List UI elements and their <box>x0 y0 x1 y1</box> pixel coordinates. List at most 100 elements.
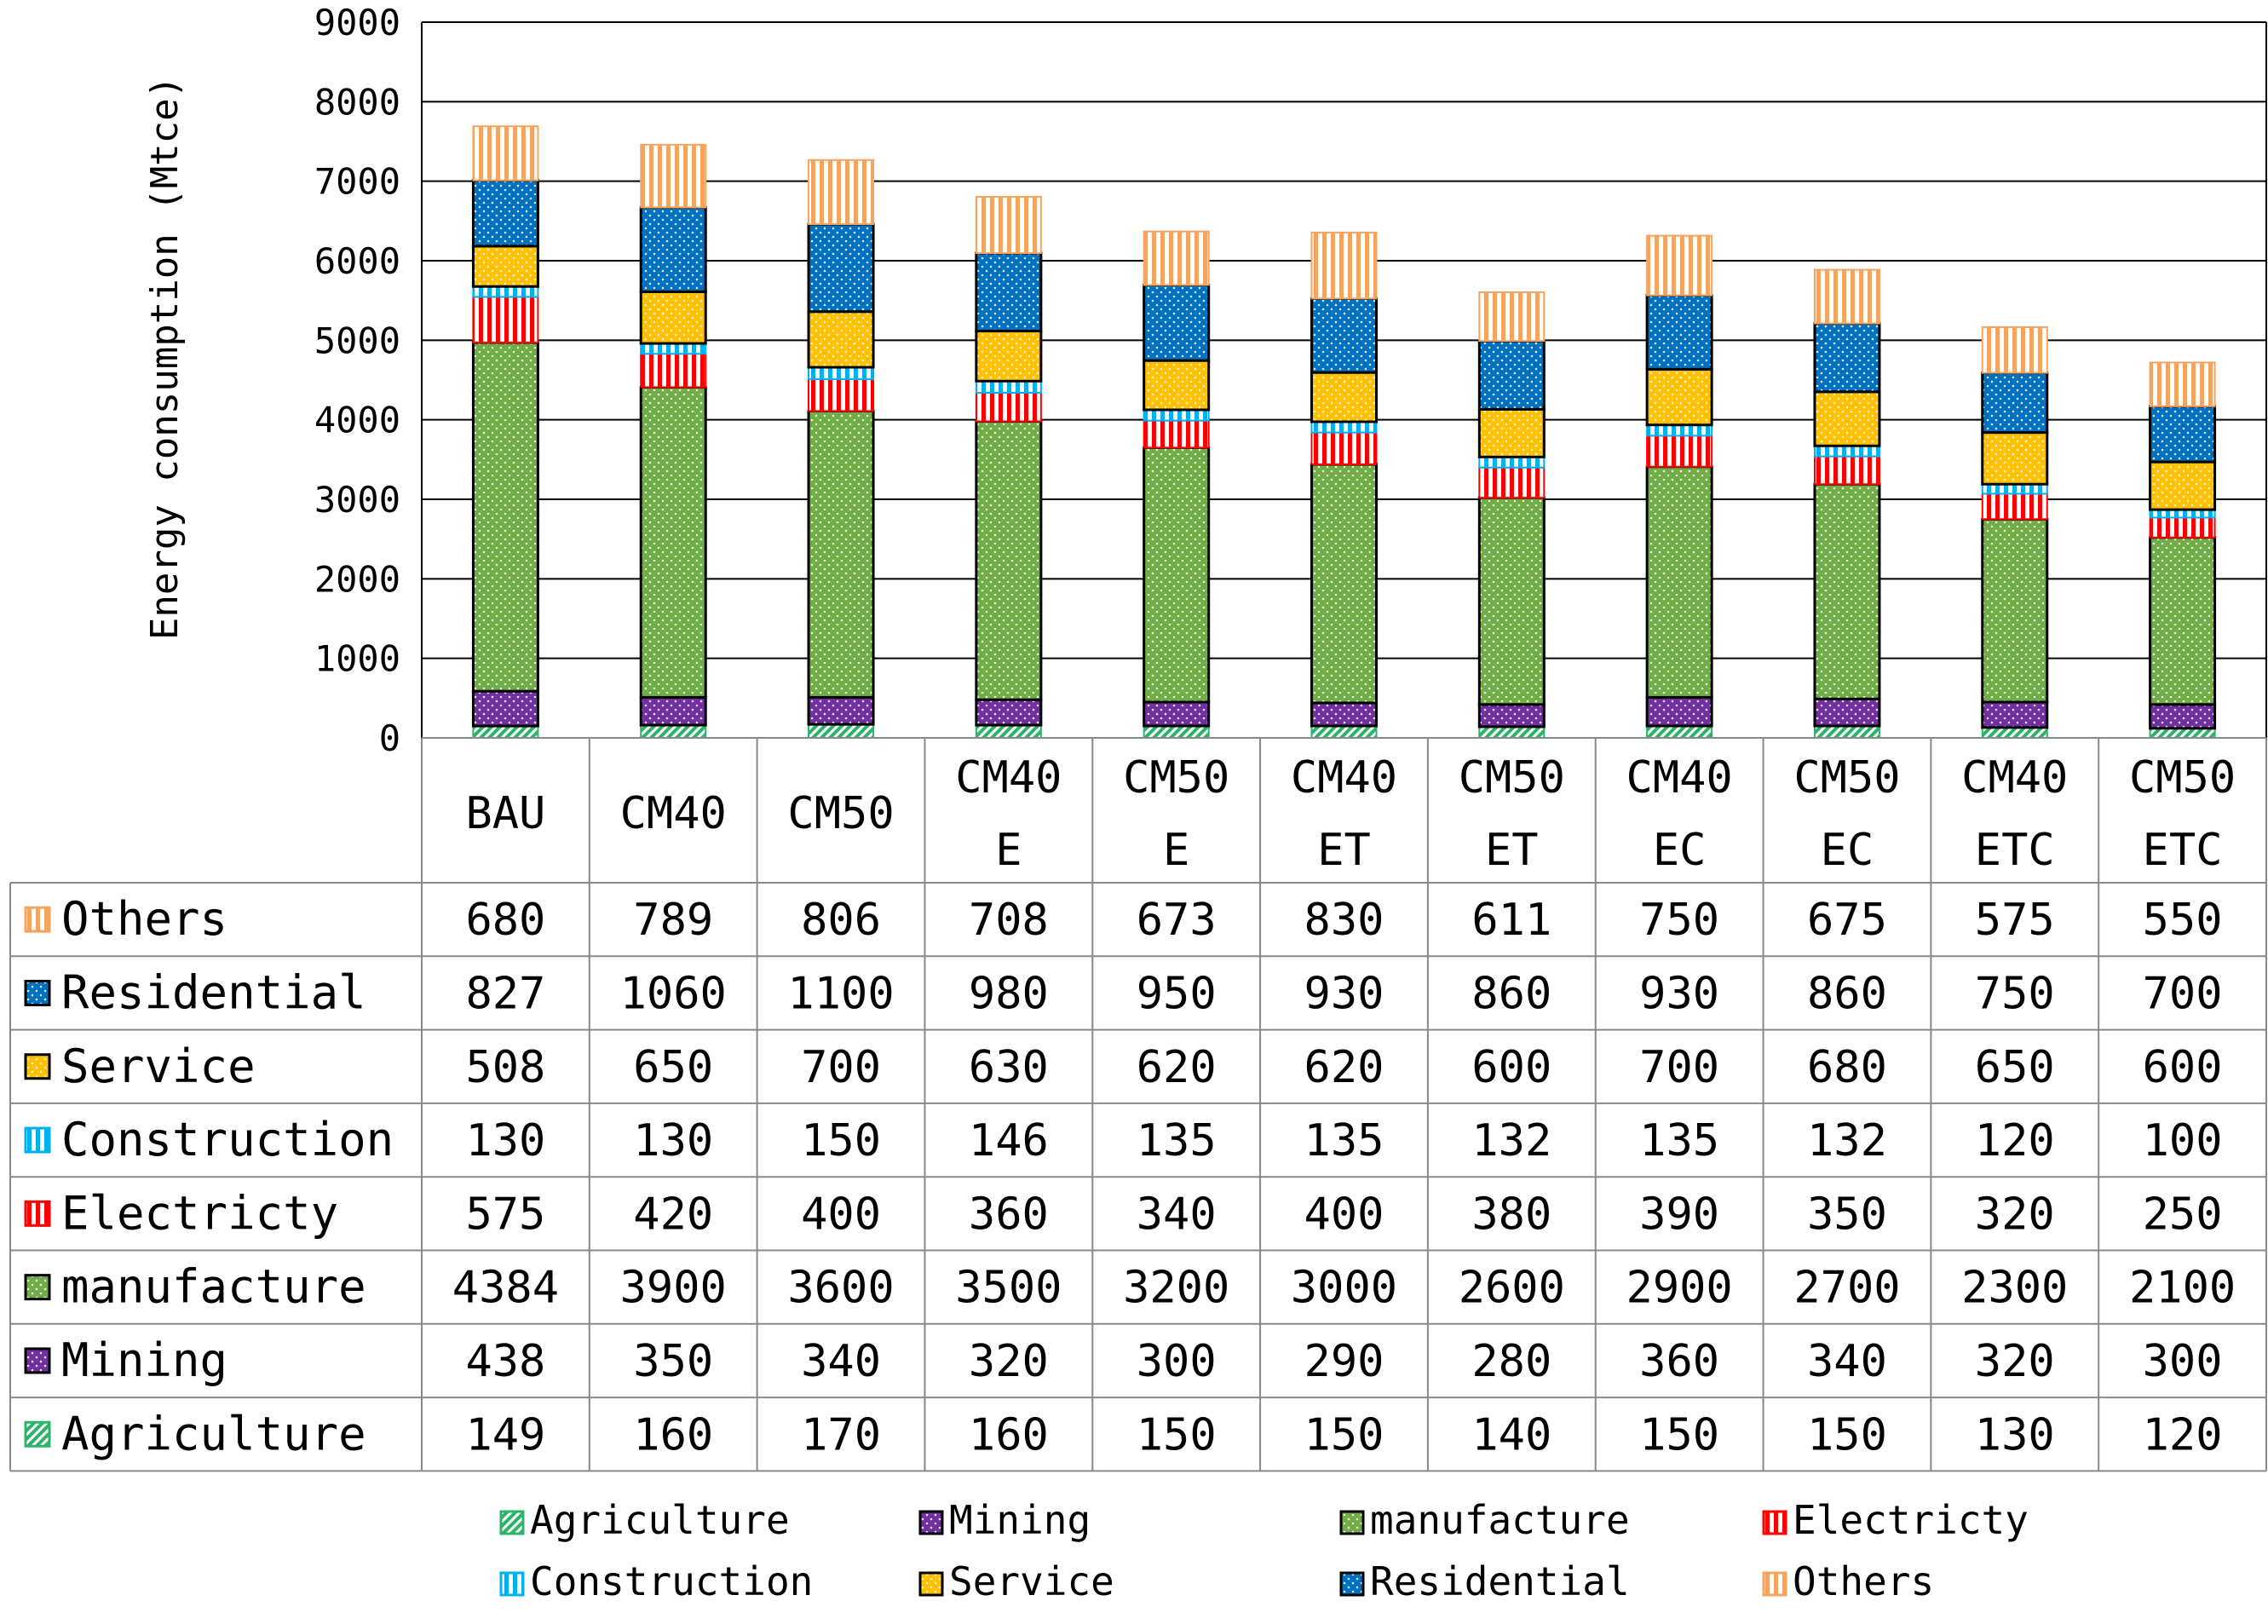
bar-segment-agriculture <box>1646 725 1713 739</box>
bar-segment-mining <box>975 698 1043 727</box>
bar-segment-electricty <box>2149 516 2216 538</box>
bar-segment-others <box>2149 361 2216 407</box>
x-category-label: CM40 EC <box>1626 752 1733 876</box>
table-cell-value: 290 <box>1304 1336 1384 1387</box>
bar-segment-mining <box>2149 703 2217 730</box>
table-cell-value: 150 <box>1807 1409 1887 1460</box>
table-cell-value: 320 <box>1975 1336 2055 1387</box>
bar-segment-manufacture <box>807 409 875 699</box>
x-category-label: CM40 <box>620 788 727 839</box>
x-category-label: CM50 ETC <box>2129 752 2236 876</box>
bar-segment-mining <box>1645 695 1713 728</box>
bar-segment-service <box>1310 371 1378 423</box>
table-cell-value: 789 <box>633 895 713 946</box>
table-cell-value: 300 <box>1137 1336 1217 1387</box>
bar-segment-residential <box>807 222 875 314</box>
table-cell-value: 120 <box>1975 1115 2055 1166</box>
bar-segment-electricty <box>1981 492 2048 521</box>
bar-segment-agriculture <box>2149 727 2216 739</box>
table-cell-value: 320 <box>969 1336 1049 1387</box>
table-cell-value: 860 <box>1471 968 1551 1019</box>
legend-key <box>499 1510 525 1535</box>
table-cell-value: 620 <box>1137 1042 1217 1093</box>
table-cell-value: 673 <box>1137 895 1217 946</box>
bar-segment-agriculture <box>1143 725 1210 739</box>
table-cell-value: 150 <box>801 1115 881 1166</box>
y-tick-label: 1000 <box>314 638 400 680</box>
table-cell-value: 130 <box>465 1115 545 1166</box>
table-legend-key <box>24 1053 51 1080</box>
table-cell-value: 130 <box>1975 1409 2055 1460</box>
y-axis: Energy consumption (Mtce) 0 1000 2000 3000 4… <box>143 2 400 759</box>
table-row-label: Electricty <box>61 1186 338 1240</box>
table-cell-value: 135 <box>1137 1115 1217 1166</box>
bar-segment-others <box>640 143 707 209</box>
bar-segment-construction <box>472 285 539 298</box>
table-cell-value: 150 <box>1639 1409 1719 1460</box>
table-cell-value: 827 <box>465 968 545 1019</box>
bar-segment-service <box>471 245 539 288</box>
table-cell-value: 438 <box>465 1336 545 1387</box>
table-cell-value: 860 <box>1807 968 1887 1019</box>
bar-segment-electricty <box>1813 455 1880 486</box>
y-tick-label: 9000 <box>314 2 400 43</box>
x-category-label: CM50 EC <box>1793 752 1900 876</box>
bar-segment-others <box>808 158 875 226</box>
table-cell-value: 575 <box>465 1189 545 1240</box>
bar-segment-agriculture <box>472 725 539 739</box>
table-cell-value: 700 <box>1639 1042 1719 1093</box>
table-cell-value: 320 <box>1975 1189 2055 1240</box>
bar-segment-construction <box>1478 456 1546 469</box>
data-table: BAU CM40 CM50 CM40 E CM50 E CM40 ET CM50 ET CM40 EC C… <box>9 737 2267 1472</box>
legend-label: Mining <box>949 1497 1091 1543</box>
bar-segment-electricty <box>640 353 707 389</box>
table-row-label: Mining <box>61 1333 227 1387</box>
table-cell-value: 3000 <box>1291 1263 1397 1314</box>
bars <box>471 125 2217 740</box>
table-cell-value: 750 <box>1975 968 2055 1019</box>
bar-segment-agriculture <box>1813 725 1880 739</box>
table-cell-value: 620 <box>1304 1042 1384 1093</box>
bar-segment-others <box>1646 234 1713 297</box>
bar-segment-mining <box>639 695 707 727</box>
table-cell-value: 132 <box>1471 1115 1551 1166</box>
y-tick-label: 2000 <box>314 558 400 600</box>
table-cell-value: 300 <box>2143 1336 2223 1387</box>
table-cell-value: 390 <box>1639 1189 1719 1240</box>
table-legend-key <box>24 1274 51 1301</box>
bar-segment-service <box>1645 367 1713 427</box>
bar-segment-residential <box>1981 371 2049 435</box>
bar-segment-residential <box>975 251 1043 333</box>
bar-segment-mining <box>807 695 875 726</box>
table-cell-value: 149 <box>465 1409 545 1460</box>
table-legend-key <box>24 1126 51 1154</box>
legend-label: Others <box>1793 1558 1934 1604</box>
legend-key <box>499 1571 525 1597</box>
bar-segment-agriculture <box>975 724 1042 739</box>
table-cell-value: 600 <box>2143 1042 2223 1093</box>
table-cell-value: 380 <box>1471 1189 1551 1240</box>
table-cell-value: 160 <box>633 1409 713 1460</box>
x-category-label: CM50 ET <box>1459 752 1565 876</box>
table-cell-value: 600 <box>1471 1042 1551 1093</box>
legend-key <box>918 1510 944 1535</box>
bar-segment-electricty <box>1478 466 1546 499</box>
bar-segment-agriculture <box>808 723 875 740</box>
bar-segment-mining <box>1981 700 2049 729</box>
table-cell-value: 130 <box>633 1115 713 1166</box>
table-cell-value: 3200 <box>1123 1263 1229 1314</box>
table-cell-value: 3500 <box>955 1263 1062 1314</box>
legend-label: Electricty <box>1793 1497 2029 1543</box>
bar-segment-electricty <box>1143 419 1210 449</box>
bar-segment-manufacture <box>1645 465 1713 699</box>
table-cell-value: 3900 <box>620 1263 727 1314</box>
legend: Agriculture Mining manufacture Electricty Co… <box>499 1497 2029 1604</box>
table-cell-value: 135 <box>1304 1115 1384 1166</box>
table-cell-value: 680 <box>1807 1042 1887 1093</box>
y-tick-label: 6000 <box>314 240 400 282</box>
bar-segment-service <box>1813 390 1881 447</box>
bar-segment-residential <box>1813 322 1881 394</box>
table-cell-value: 1100 <box>787 968 894 1019</box>
table-cell-value: 170 <box>801 1409 881 1460</box>
table-cell-value: 360 <box>1639 1336 1719 1387</box>
